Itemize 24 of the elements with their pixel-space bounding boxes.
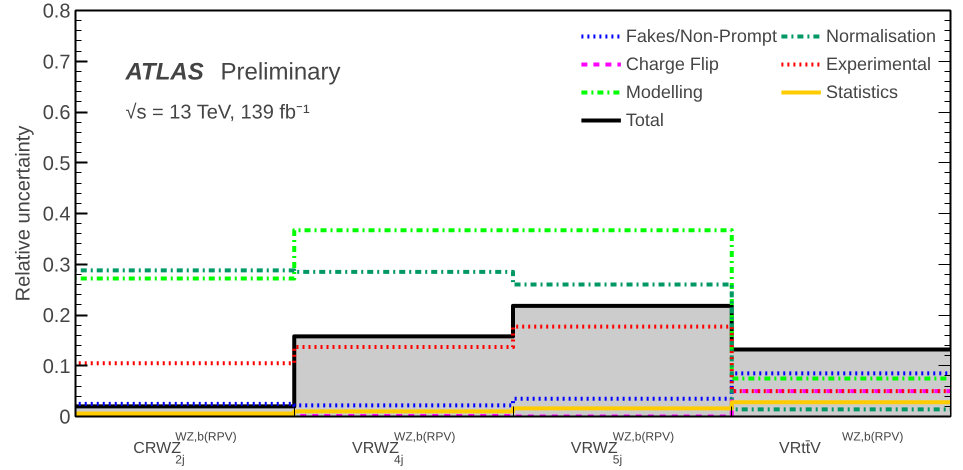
y-tick-label: 0.2	[42, 305, 71, 327]
y-axis-title: Relative uncertainty	[12, 126, 35, 302]
category-label: VRtt̄VWZ,b(RPV)	[779, 430, 904, 457]
annotation: √s = 13 TeV, 139 fb⁻¹	[126, 102, 310, 124]
x-tick-label: VRWZWZ,b(RPV)4j	[352, 430, 456, 467]
y-tick-label: 0.4	[42, 204, 71, 226]
x-tick-label: CRWZWZ,b(RPV)2j	[133, 430, 237, 467]
y-tick-label: 0.5	[42, 152, 71, 175]
annotation: Preliminary	[220, 58, 341, 86]
y-tick-label: 0	[59, 406, 70, 428]
legend-label: Charge Flip	[626, 52, 719, 76]
legend-label: Total	[626, 108, 664, 132]
y-tick-label: 0.3	[42, 254, 71, 276]
y-tick-label: 0.7	[42, 51, 71, 74]
legend-label: Experimental	[826, 52, 931, 76]
legend-label: Fakes/Non-Prompt	[626, 24, 777, 48]
annotation: ATLAS	[124, 58, 204, 86]
legend-label: Modelling	[626, 80, 703, 104]
y-tick-label: 0.6	[42, 102, 71, 124]
legend-label: Normalisation	[826, 24, 936, 48]
x-tick-label: VRWZWZ,b(RPV)5j	[570, 430, 674, 467]
y-tick-label: 0.1	[42, 356, 71, 378]
y-tick-label: 0.8	[42, 0, 71, 22]
legend-label: Statistics	[826, 80, 898, 104]
